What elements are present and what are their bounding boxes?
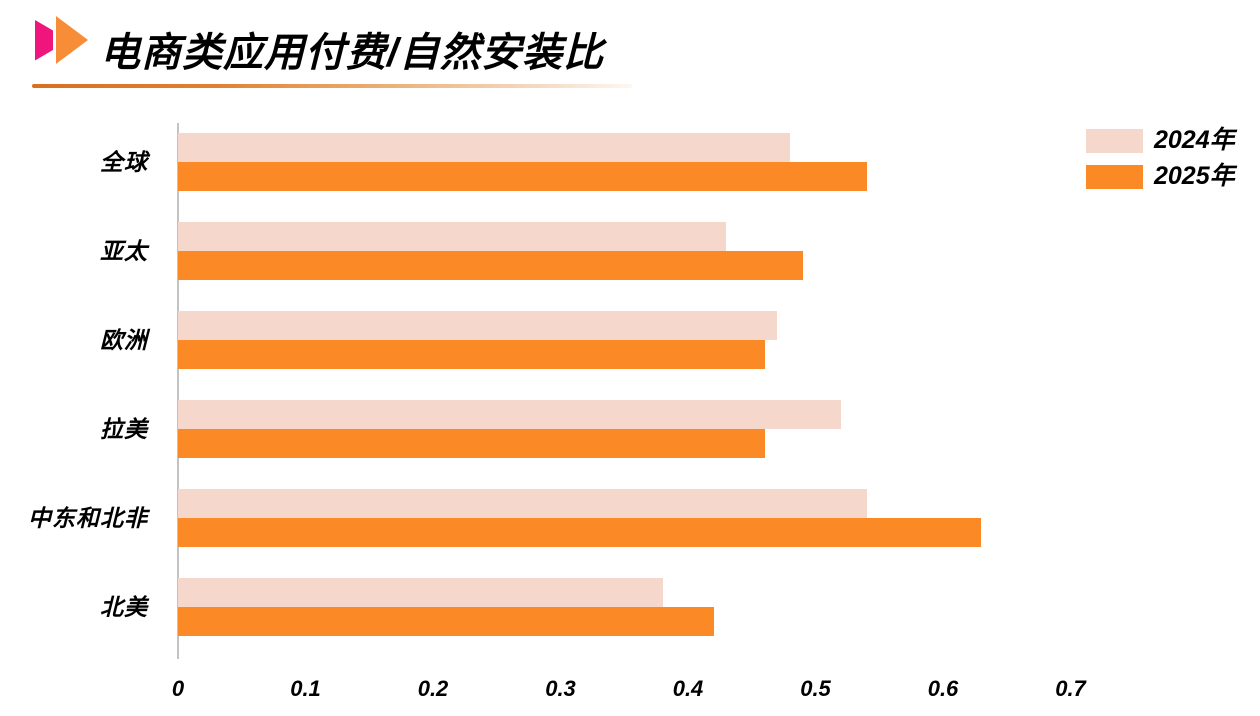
x-tick-label-0.7: 0.7 (1055, 676, 1086, 701)
bar-2025年-中东和北非 (178, 518, 981, 547)
x-tick-label-0.2: 0.2 (417, 676, 449, 701)
logo-orange-shape (56, 16, 88, 64)
legend-label-2025年: 2025年 (1154, 162, 1235, 190)
x-tick-label-0: 0 (171, 676, 185, 701)
x-tick-label-0.5: 0.5 (800, 676, 831, 701)
category-label-中东和北非: 中东和北非 (28, 505, 148, 531)
bar-2025年-亚太 (178, 251, 803, 280)
category-label-亚太: 亚太 (100, 238, 148, 264)
title-divider (32, 84, 632, 88)
page-title: 电商类应用付费/自然安装比 (100, 31, 605, 75)
y-axis-line (177, 123, 179, 659)
bar-2025年-全球 (178, 162, 867, 191)
bar-2025年-欧洲 (178, 340, 765, 369)
category-label-全球: 全球 (100, 149, 148, 175)
category-label-北美: 北美 (100, 594, 148, 620)
bar-2025年-北美 (178, 607, 714, 636)
bar-2024年-全球 (178, 133, 790, 162)
legend-label-2024年: 2024年 (1154, 126, 1235, 154)
bar-2024年-欧洲 (178, 311, 777, 340)
x-tick-label-0.4: 0.4 (672, 676, 704, 701)
category-label-欧洲: 欧洲 (100, 327, 148, 353)
bar-2024年-拉美 (178, 400, 841, 429)
bar-2024年-亚太 (178, 222, 726, 251)
x-tick-label-0.1: 0.1 (290, 676, 321, 701)
x-tick-label-0.6: 0.6 (927, 676, 959, 701)
category-label-拉美: 拉美 (100, 416, 148, 442)
bar-2025年-拉美 (178, 429, 765, 458)
header: 电商类应用付费/自然安装比 (0, 0, 1260, 88)
x-tick-label-0.3: 0.3 (545, 676, 576, 701)
bar-2024年-北美 (178, 578, 663, 607)
brand-logo-icon (35, 16, 88, 64)
legend-swatch-2025年 (1086, 165, 1143, 189)
legend-swatch-2024年 (1086, 129, 1143, 153)
logo-magenta-shape (35, 20, 53, 61)
bar-2024年-中东和北非 (178, 489, 867, 518)
